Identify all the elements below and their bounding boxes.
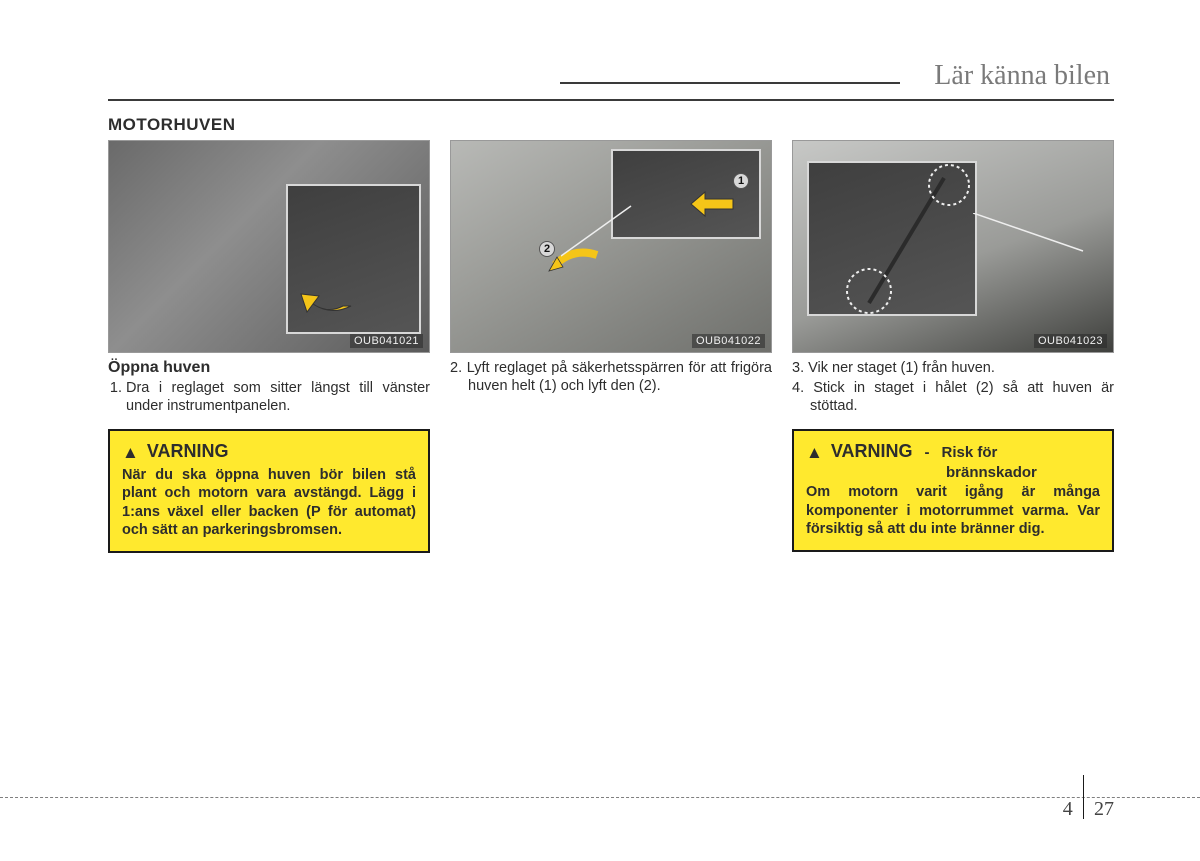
step-list: 2. Lyft reglaget på säkerhetsspärren för… (450, 359, 772, 395)
warning-body: När du ska öppna huven bör bilen stå pla… (122, 466, 416, 539)
content-columns: OUB041021 Öppna huven Dra i reglaget som… (108, 140, 1114, 553)
warning-subtitle-1: Risk för (942, 444, 998, 461)
chapter-number: 4 (1063, 798, 1073, 821)
warning-label: VARNING (147, 441, 229, 462)
figure-hood-release-lever: OUB041021 (108, 140, 430, 353)
step-marker: 4. (792, 380, 804, 396)
step-2: 2. Lyft reglaget på säkerhetsspärren för… (450, 359, 772, 395)
figure-id: OUB041021 (350, 334, 423, 348)
section-heading: MOTORHUVEN (108, 115, 235, 135)
step-list: 3. Vik ner staget (1) från huven. 4. Sti… (792, 359, 1114, 415)
step-text: Stick in staget i hålet (2) så att huven… (810, 380, 1114, 414)
warning-box-burns: ▲ VARNING - Risk för brännskador Om moto… (792, 429, 1114, 551)
step-3: 3. Vik ner staget (1) från huven. (792, 359, 1114, 377)
step-4: 4. Stick in staget i hålet (2) så att hu… (792, 379, 1114, 415)
page-number-separator (1083, 775, 1084, 819)
figure-hood-latch: 1 2 OUB041022 (450, 140, 772, 353)
step-text: Lyft reglaget på säkerhetsspärren för at… (467, 360, 772, 394)
chapter-title: Lär känna bilen (934, 60, 1110, 92)
column-2: 1 2 OUB041022 2. Lyft reglaget på säkerh… (450, 140, 772, 553)
figure-hood-prop-rod: OUB041023 (792, 140, 1114, 353)
warning-box: ▲ VARNING När du ska öppna huven bör bil… (108, 429, 430, 553)
warning-icon: ▲ (122, 444, 139, 461)
warning-icon: ▲ (806, 444, 823, 461)
figure-inset (286, 184, 421, 334)
step-marker: 2. (450, 360, 462, 376)
prop-rod-icon (809, 163, 979, 318)
warning-subtitle-2: brännskador (946, 464, 1100, 481)
warning-subtitle-dash: - (925, 444, 930, 461)
figure-inset (807, 161, 977, 316)
column-1: OUB041021 Öppna huven Dra i reglaget som… (108, 140, 430, 553)
step-marker: 3. (792, 360, 804, 376)
warning-title-row: ▲ VARNING - Risk för (806, 441, 1100, 462)
figure-id: OUB041022 (692, 334, 765, 348)
top-rule (108, 99, 1114, 101)
step-text: Vik ner staget (1) från huven. (808, 360, 995, 376)
page-index: 27 (1094, 798, 1114, 821)
subheading-open-hood: Öppna huven (108, 359, 430, 377)
page-number: 4 27 (1063, 787, 1114, 831)
step-list: Dra i reglaget som sitter längst till vä… (108, 379, 430, 415)
leader-line (973, 213, 1093, 283)
footer-dashed-rule (0, 797, 1200, 798)
arrow-icon (288, 186, 423, 336)
warning-title-row: ▲ VARNING (122, 441, 416, 462)
title-rule (560, 82, 900, 84)
warning-label: VARNING (831, 441, 913, 462)
leader-line (561, 201, 661, 271)
column-3: OUB041023 3. Vik ner staget (1) från huv… (792, 140, 1114, 553)
callout-1: 1 (733, 173, 749, 189)
step-1: Dra i reglaget som sitter längst till vä… (126, 379, 430, 415)
warning-body: Om motorn varit igång är många komponent… (806, 483, 1100, 537)
figure-id: OUB041023 (1034, 334, 1107, 348)
